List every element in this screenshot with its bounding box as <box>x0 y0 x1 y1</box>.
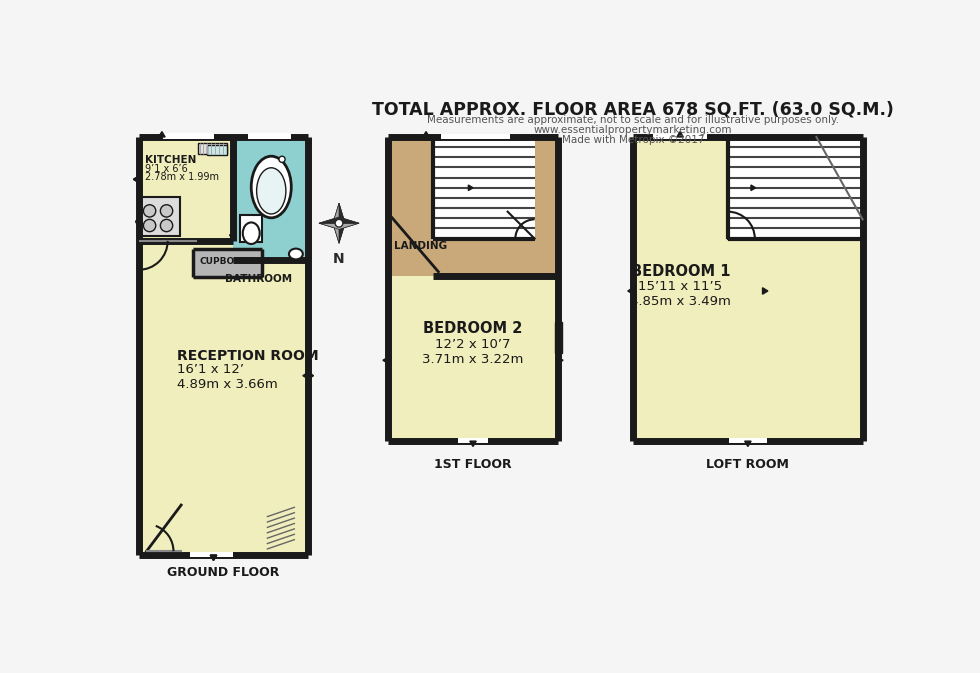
Ellipse shape <box>289 248 303 259</box>
Text: 1ST FLOOR: 1ST FLOOR <box>434 458 512 470</box>
Circle shape <box>161 205 172 217</box>
Bar <box>633 137 862 441</box>
Text: www.essentialpropertymarketing.com: www.essentialpropertymarketing.com <box>534 125 732 135</box>
Text: 15’11 x 11’5: 15’11 x 11’5 <box>638 280 722 293</box>
Bar <box>248 133 290 139</box>
Bar <box>654 134 708 139</box>
Bar <box>433 137 535 239</box>
Bar <box>233 137 309 260</box>
Bar <box>729 438 767 444</box>
Polygon shape <box>319 223 359 229</box>
Circle shape <box>143 205 156 217</box>
Ellipse shape <box>257 168 286 214</box>
Text: 9’1 x 6’6: 9’1 x 6’6 <box>145 164 188 174</box>
Polygon shape <box>211 555 217 561</box>
Polygon shape <box>628 288 633 294</box>
Bar <box>139 137 309 555</box>
Polygon shape <box>751 185 756 190</box>
Text: LOFT ROOM: LOFT ROOM <box>707 458 789 470</box>
Text: 4.85m x 3.49m: 4.85m x 3.49m <box>630 295 731 308</box>
Polygon shape <box>745 441 751 446</box>
Polygon shape <box>133 176 139 182</box>
Polygon shape <box>229 235 236 240</box>
Text: BATHROOM: BATHROOM <box>224 274 292 284</box>
Bar <box>193 248 262 277</box>
Polygon shape <box>677 132 683 137</box>
Bar <box>164 133 214 139</box>
Text: BEDROOM 1: BEDROOM 1 <box>631 264 730 279</box>
Polygon shape <box>303 372 309 379</box>
Bar <box>388 275 558 441</box>
Polygon shape <box>319 217 359 223</box>
Text: RECEPTION ROOM: RECEPTION ROOM <box>177 349 318 363</box>
Polygon shape <box>319 217 359 223</box>
Polygon shape <box>383 357 388 363</box>
Polygon shape <box>309 372 314 379</box>
Text: TOTAL APPROX. FLOOR AREA 678 SQ.FT. (63.0 SQ.M.): TOTAL APPROX. FLOOR AREA 678 SQ.FT. (63.… <box>372 100 894 118</box>
Polygon shape <box>319 223 359 229</box>
Ellipse shape <box>243 223 260 244</box>
Text: KITCHEN: KITCHEN <box>145 155 196 165</box>
Text: 3.71m x 3.22m: 3.71m x 3.22m <box>422 353 523 365</box>
Text: 4.89m x 3.66m: 4.89m x 3.66m <box>177 378 278 391</box>
Bar <box>207 145 226 155</box>
Circle shape <box>161 219 172 232</box>
Bar <box>458 438 488 444</box>
Polygon shape <box>339 203 345 243</box>
Polygon shape <box>159 132 166 137</box>
Circle shape <box>279 156 285 162</box>
Text: 12’2 x 10’7: 12’2 x 10’7 <box>435 338 511 351</box>
Polygon shape <box>339 203 345 243</box>
Polygon shape <box>135 216 142 221</box>
Bar <box>140 197 180 236</box>
Polygon shape <box>388 214 442 275</box>
Text: Measurements are approximate, not to scale and for illustrative purposes only.: Measurements are approximate, not to sca… <box>427 114 839 125</box>
Polygon shape <box>211 555 217 561</box>
Polygon shape <box>333 203 339 243</box>
Ellipse shape <box>251 156 291 218</box>
Bar <box>240 215 262 242</box>
Bar <box>441 134 510 139</box>
Text: LANDING: LANDING <box>395 241 448 250</box>
Bar <box>388 137 558 275</box>
Bar <box>556 322 562 353</box>
Text: CUPBOARD: CUPBOARD <box>199 257 256 266</box>
Text: BEDROOM 2: BEDROOM 2 <box>423 321 522 336</box>
Polygon shape <box>469 441 476 446</box>
Circle shape <box>143 219 156 232</box>
Polygon shape <box>422 132 429 137</box>
Polygon shape <box>468 185 473 190</box>
Polygon shape <box>133 176 139 182</box>
Text: N: N <box>333 252 345 267</box>
Bar <box>728 137 862 239</box>
Polygon shape <box>558 357 564 363</box>
Text: Made with Metropix ©2017: Made with Metropix ©2017 <box>562 135 705 145</box>
Text: 2.78m x 1.99m: 2.78m x 1.99m <box>145 172 219 182</box>
Text: GROUND FLOOR: GROUND FLOOR <box>168 565 279 579</box>
Polygon shape <box>333 203 339 243</box>
Polygon shape <box>135 221 142 227</box>
Polygon shape <box>762 288 768 294</box>
Bar <box>198 143 227 154</box>
Circle shape <box>335 219 343 227</box>
Text: 16’1 x 12’: 16’1 x 12’ <box>177 363 244 376</box>
Bar <box>190 552 233 557</box>
Bar <box>139 137 233 241</box>
